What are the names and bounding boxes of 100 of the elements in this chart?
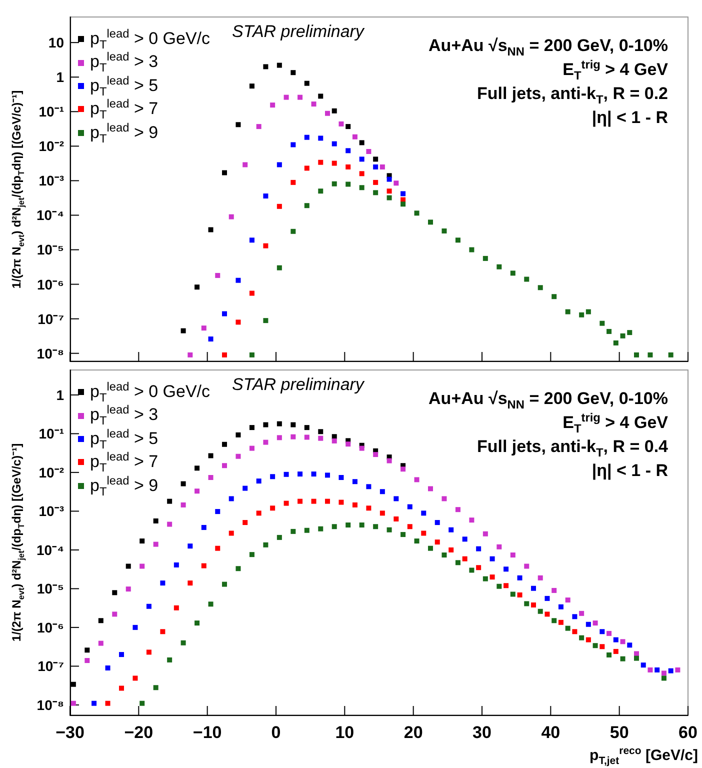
point [256,124,262,130]
point [373,190,378,196]
point [462,536,468,542]
point [153,518,158,524]
point [531,586,536,591]
point [442,496,447,502]
point [476,546,482,552]
point [552,588,557,593]
point [366,484,372,490]
point [249,425,254,430]
point [373,164,378,170]
point [600,644,605,650]
point [620,656,626,662]
point [552,294,557,300]
x-tick-label: −10 [192,723,222,742]
point [153,542,158,547]
x-tick-label: −30 [56,723,84,742]
point [98,640,104,646]
point [222,352,227,358]
point [222,170,227,176]
point [236,432,241,438]
y-tick-label: 10⁻¹ [38,426,64,442]
point [249,290,254,296]
point [276,62,282,68]
point [146,650,152,655]
point [242,520,248,526]
point [510,270,516,276]
point [538,575,543,580]
point [180,328,186,334]
point [359,185,364,190]
point [276,162,282,168]
point [613,340,618,346]
point [263,243,268,248]
point [448,547,454,552]
point [531,602,536,608]
point [263,542,268,548]
point [249,552,254,558]
point [228,496,234,502]
x-tick-label: 10 [335,723,354,742]
point [298,94,303,100]
x-tick-label: 40 [541,723,560,742]
point [414,538,420,544]
point [119,652,124,658]
point [579,312,584,318]
point [222,442,227,447]
point [428,220,433,225]
point [428,486,433,492]
point [414,210,420,216]
point [428,546,433,551]
legend-label: p$_{T}$$^{lead}$ > 0 GeV/c [90,26,210,52]
point [263,422,268,428]
point [174,605,179,610]
point [332,141,337,146]
point [318,526,324,532]
x-tick-label: 50 [610,723,629,742]
point [338,121,344,126]
y-tick-label: 10⁻⁸ [36,696,64,713]
point [290,228,296,234]
annotation: Full jets, anti-k$_{T}$, R = 0.4 [476,437,668,460]
point [558,604,564,610]
point [256,510,262,516]
point [325,498,330,504]
point [366,506,372,511]
point [538,285,543,290]
point [304,166,310,171]
annotation: E$_{T}$$^{trig}$ > 4 GeV [562,410,668,436]
point [98,618,104,624]
point [84,658,90,664]
point [565,626,570,631]
point [400,202,406,207]
point [606,328,612,334]
point [613,637,618,642]
point [552,618,557,624]
point [284,500,289,506]
point [304,434,310,440]
point [263,318,268,324]
x-tick-label: 20 [404,723,423,742]
annotation: E$_{T}$$^{trig}$ > 4 GeV [562,57,668,82]
point [325,472,330,478]
y-tick-label: 10⁻⁶ [36,619,64,636]
point [208,475,214,480]
point [249,352,254,358]
point [510,592,516,597]
point [600,320,605,326]
point [380,489,385,494]
annotation: |η| < 1 - R [592,461,668,481]
point [668,352,674,358]
legend-label: p$_{T}$$^{lead}$ > 3 [90,50,158,75]
point [146,604,152,609]
point [442,552,447,558]
point [236,566,241,572]
point [455,560,460,566]
point [290,142,296,148]
y-tick-label: 10⁻³ [38,503,64,520]
point [538,608,543,614]
y-tick-label: 10 [48,34,64,51]
point [592,643,598,648]
point [352,134,358,140]
x-axis-title: p$_{T,jet}$$^{reco}$ [GeV/c] [590,744,698,766]
point [504,566,509,572]
